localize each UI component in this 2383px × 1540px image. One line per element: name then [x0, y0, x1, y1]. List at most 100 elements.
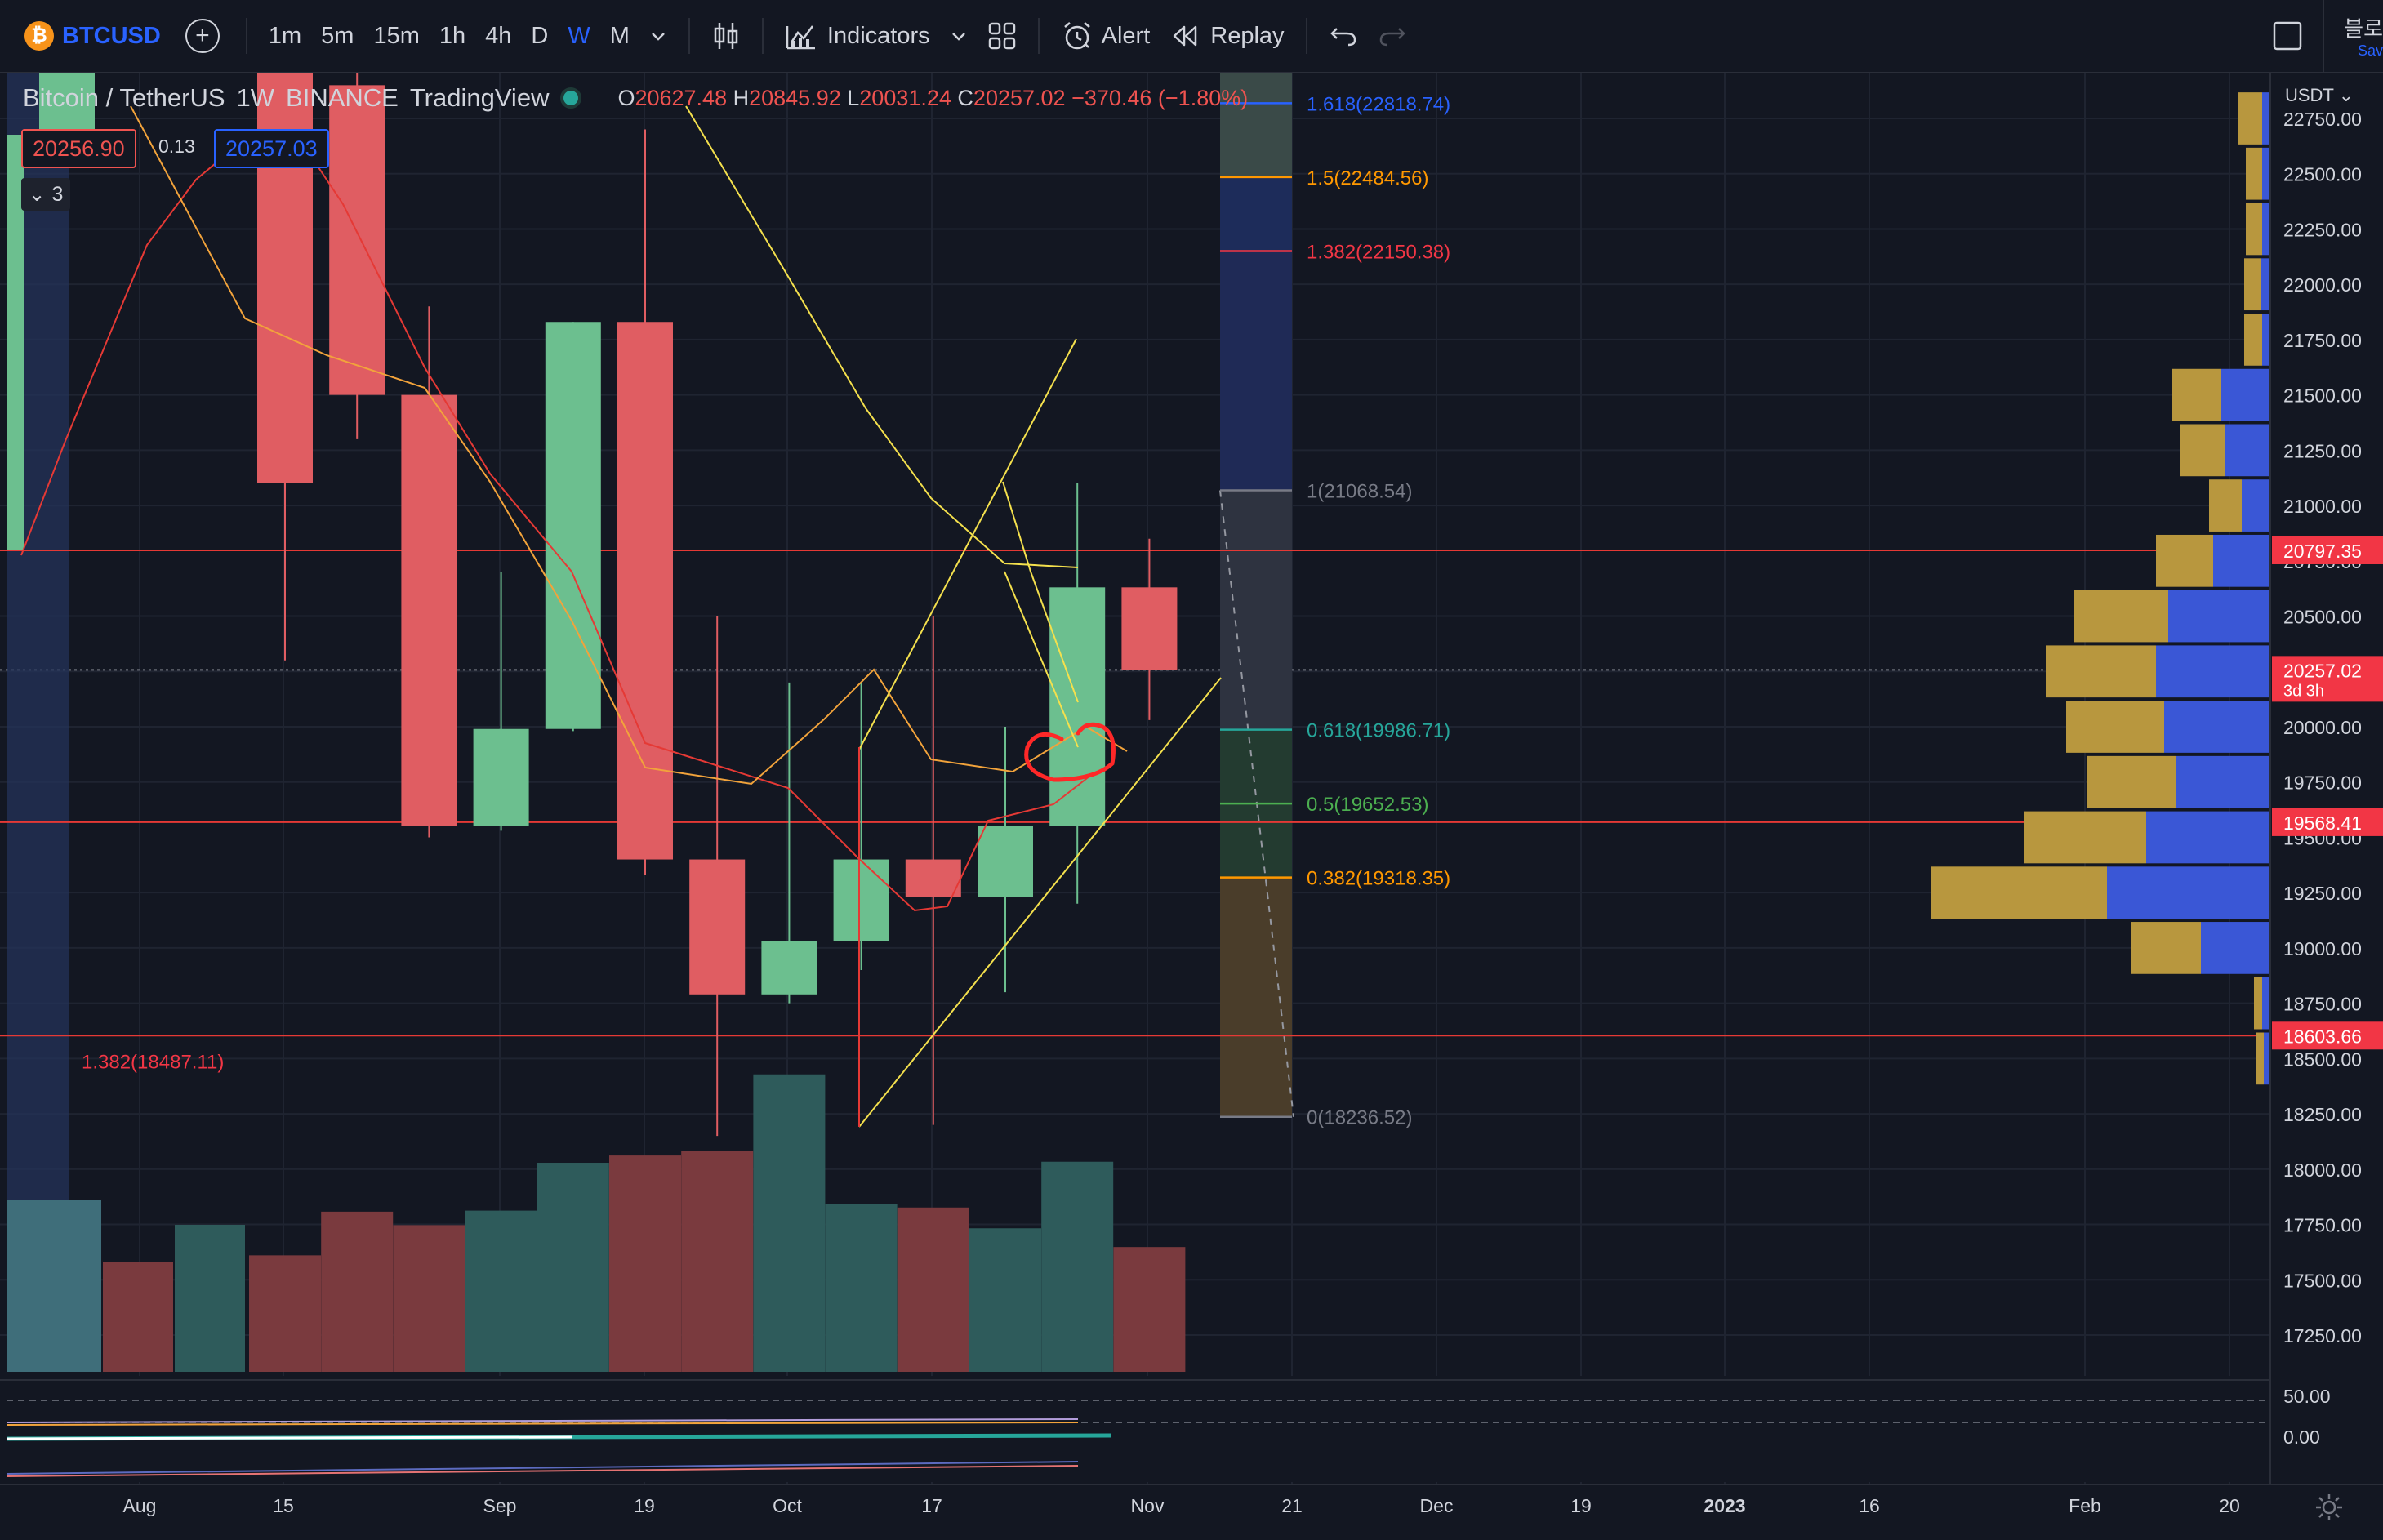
volume-profile-bar-down	[2164, 701, 2270, 753]
volume-profile-bar-up	[1931, 866, 2107, 919]
axis-labels: 22750.00 22500.00 22250.00 22000.00 21750.00…	[123, 109, 2383, 1516]
fib-level-label: 0.618(19986.71)	[1307, 720, 1450, 742]
redo-icon[interactable]	[1368, 11, 1417, 60]
price-axis-label: 21000.00	[2283, 496, 2362, 517]
compare-add-icon[interactable]: +	[185, 19, 220, 53]
candle-body	[545, 322, 601, 729]
price-axis-label: 18000.00	[2283, 1159, 2362, 1181]
candle-body	[761, 941, 817, 995]
oscillator-axis-label: 50.00	[2283, 1386, 2331, 1407]
replay-button[interactable]: Replay	[1160, 11, 1294, 60]
volume-profile-bar-down	[2225, 424, 2270, 477]
volume-profile-bar-up	[2244, 314, 2262, 366]
time-axis-label: Oct	[773, 1495, 802, 1516]
alert-button[interactable]: Alert	[1051, 11, 1160, 60]
interval-1h[interactable]: 1h	[439, 22, 466, 49]
currency-selector[interactable]: USDT ⌄	[2285, 85, 2354, 105]
indicators-button[interactable]: Indicators	[775, 11, 940, 60]
volume-bar	[537, 1163, 609, 1372]
templates-grid-icon[interactable]	[978, 11, 1027, 60]
volume-profile-bar-up	[2074, 590, 2168, 643]
save-layout-button[interactable]: 블로	[2344, 16, 2383, 41]
volume-profile-bar-up	[2244, 258, 2261, 311]
candle-body	[401, 394, 457, 826]
previous-candle-band	[7, 73, 95, 1372]
indicators-collapse-button[interactable]: ⌄ 3	[21, 178, 70, 211]
interval-5m[interactable]: 5m	[321, 22, 354, 49]
fib-zone	[1220, 877, 1292, 1117]
candle-body	[473, 728, 529, 826]
trendline-yellow-3	[858, 677, 1222, 1128]
interval-4h[interactable]: 4h	[485, 22, 512, 49]
indicators-dropdown-chevron-icon[interactable]	[940, 11, 978, 60]
fullscreen-square-icon[interactable]	[2262, 11, 2313, 60]
toolbar-divider	[1305, 18, 1307, 54]
chart-canvas[interactable]: 1.618(22818.74) 1.5(22484.56) 1.382(22150.…	[0, 73, 2383, 1540]
buy-price-button[interactable]: 20257.03	[214, 129, 329, 168]
volume-profile-bar-down	[2156, 645, 2270, 698]
volume-bar	[321, 1211, 394, 1372]
oscillator-axis-label: 0.00	[2283, 1427, 2320, 1448]
price-tag-label: 19568.41	[2283, 812, 2362, 834]
price-axis-label: 18250.00	[2283, 1104, 2362, 1125]
chart-settings-gear-icon[interactable]	[2313, 1491, 2345, 1524]
fib-zone	[1220, 251, 1292, 491]
volume-profile-bar-down	[2221, 368, 2270, 421]
volume-profile-bar-up	[2087, 755, 2176, 808]
symbol-search-button[interactable]: ₿ BTCUSD	[15, 11, 171, 60]
volume-profile-bar-down	[2146, 811, 2270, 864]
candle-body	[978, 826, 1033, 897]
time-axis-label: 20	[2219, 1495, 2240, 1516]
trendline-yellow-4	[1002, 481, 1079, 703]
hand-drawn-red-circle	[1024, 722, 1116, 782]
volume-profile-bar-up	[2180, 424, 2225, 477]
sell-price-button[interactable]: 20256.90	[21, 129, 136, 168]
legend-exchange: BINANCE	[286, 83, 399, 112]
interval-1m[interactable]: 1m	[268, 22, 302, 49]
interval-15m[interactable]: 15m	[373, 22, 420, 49]
fib-level-label: 0.382(19318.35)	[1307, 868, 1450, 890]
price-axis-label: 20000.00	[2283, 717, 2362, 738]
spread-value: 0.13	[158, 136, 195, 157]
grid	[0, 73, 2270, 1484]
oscillator-pane	[0, 1376, 2270, 1482]
interval-w[interactable]: W	[568, 22, 590, 49]
volume-bar	[44, 1200, 101, 1372]
fib-zone	[1220, 176, 1292, 251]
volume-profile-bar-down	[2262, 203, 2270, 256]
volume-profile-bar-down	[2176, 755, 2270, 808]
time-axis-label: 19	[634, 1495, 655, 1516]
candle-body	[617, 322, 673, 860]
interval-d[interactable]: D	[531, 22, 549, 49]
volume-profile-bar-up	[2256, 1032, 2264, 1085]
volume-bar	[465, 1210, 537, 1372]
volume-profile-bar-up	[2024, 811, 2146, 864]
price-axis-label: 18500.00	[2283, 1048, 2362, 1070]
volume-profile-bar-up	[2254, 977, 2262, 1030]
interval-m[interactable]: M	[609, 22, 630, 49]
interval-dropdown-chevron-icon[interactable]	[639, 11, 677, 60]
candle-body	[329, 85, 385, 395]
undo-icon[interactable]	[1319, 11, 1368, 60]
moving-average-red	[20, 129, 1091, 912]
fib-level-label: 1.382(22150.38)	[1307, 241, 1450, 263]
volume-profile-bar-up	[2172, 368, 2221, 421]
volume-profile-bar-up	[2238, 92, 2262, 145]
legend-source: TradingView	[409, 83, 550, 112]
price-axis-label: 17750.00	[2283, 1215, 2362, 1236]
trendline-yellow-2	[858, 338, 1077, 750]
price-axis-label: 21250.00	[2283, 440, 2362, 461]
indicators-label: Indicators	[826, 22, 930, 49]
volume-profile-bar-down	[2262, 147, 2270, 200]
legend-title[interactable]: Bitcoin / TetherUS	[23, 83, 225, 112]
legend-change: −370.46 (−1.80%)	[1071, 85, 1249, 110]
toolbar-divider	[1037, 18, 1040, 54]
price-axis-label: 20500.00	[2283, 607, 2362, 628]
legend-interval: 1W	[236, 83, 275, 112]
volume-profile-bar-down	[2201, 922, 2270, 974]
alarm-clock-icon	[1063, 22, 1090, 50]
rewind-icon	[1174, 25, 1197, 47]
price-axis-label: 22000.00	[2283, 274, 2362, 296]
candle-style-icon[interactable]	[702, 11, 751, 60]
time-axis-label: 16	[1859, 1495, 1880, 1516]
